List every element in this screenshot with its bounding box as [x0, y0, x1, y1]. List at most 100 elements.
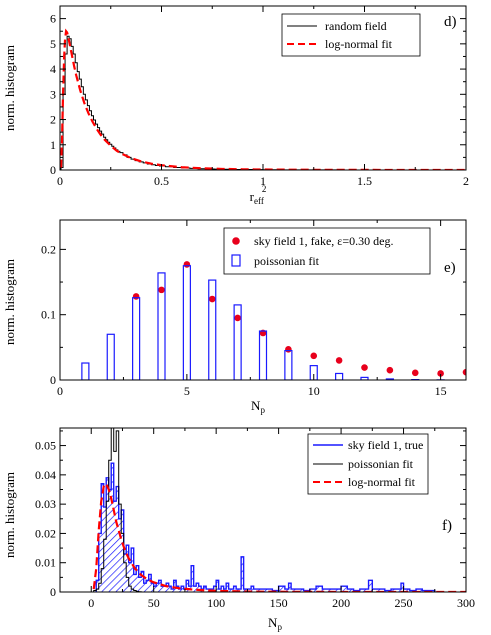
panel-e-series-0-point-2 [183, 261, 191, 268]
panel-e-series-1-bar-0 [81, 362, 90, 380]
panel-e-series-1-bar-8 [284, 350, 293, 380]
panel-d-label: d) [444, 14, 457, 30]
panel-f-legend-label-lognormal: log-normal fit [348, 475, 416, 489]
panel-e-legend-label-sky: sky field 1, fake, ε=0.30 deg. [254, 234, 393, 248]
panel-e-xtick-label-3: 15 [435, 384, 447, 398]
panel-f-xlabel-main: N [268, 615, 278, 630]
panel-f-xlabel: Np [268, 615, 282, 632]
panel-f-legend-label-sky: sky field 1, true [348, 438, 423, 452]
panel-f-frame [59, 427, 467, 593]
panel-f-plot-area: 0 50 100 150 200 250 300 0 0.01 0.02 0.03 0.04 0.05 [35, 427, 475, 610]
panel-d-ytick-label-0: 0 [50, 163, 56, 177]
panel-e-series-0-point-9 [361, 364, 368, 371]
panel-f-legend: sky field 1, true poissonian fit log-nor… [307, 433, 429, 495]
panel-f-xtick-label-5: 250 [395, 596, 413, 610]
panel-d-ytick-label-3: 3 [50, 87, 56, 101]
panel-e-series-1-bar-10 [335, 372, 344, 380]
panel-d-xlabel-main: r [250, 189, 255, 204]
panel-f-series-group [91, 428, 466, 592]
panel-d-ytick-label-6: 6 [50, 12, 56, 26]
panel-d-xtick-label-4: 2 [463, 174, 469, 188]
panel-f-series-0-step-line [95, 462, 436, 592]
panel-e-frame [59, 219, 467, 381]
panel-e-xlabel-sub: p [260, 405, 265, 415]
panel-f-ytick-label-5: 0.05 [35, 439, 56, 453]
panel-e: 0 5 10 15 0 0.1 0.2 e) norm. histogram Np sky … [2, 219, 467, 415]
panel-e-series-1-bar-1 [106, 333, 115, 380]
panel-f-ytick-label-2: 0.02 [35, 526, 56, 540]
panel-f-xtick-label-2: 100 [207, 596, 225, 610]
panel-e-series-0-point-6 [285, 346, 292, 353]
panel-e-xlabel: Np [251, 398, 265, 415]
panel-e-series-1-bar-4 [182, 265, 191, 380]
panel-e-series-1-bar-2 [132, 297, 141, 380]
panel-e-plot-area: 0 5 10 15 0 0.1 0.2 [41, 219, 467, 398]
panel-e-ytick-label-0: 0 [50, 373, 56, 387]
panel-e-label: e) [444, 260, 456, 276]
panel-f: 0 50 100 150 200 250 30000.010.020.030.040.05 … [2, 427, 475, 632]
panel-f-series-1-step-line [91, 428, 160, 592]
panel-e-series-0-point-8 [335, 357, 343, 364]
panel-e-legend-swatch-sky [232, 237, 240, 245]
panel-d-legend-label-random: random field [325, 19, 387, 33]
panel-d-xlabel-sub: eff [254, 196, 264, 206]
panel-e-series-1-bar-11 [360, 376, 369, 380]
panel-d-xtick-label-0: 0 [57, 174, 63, 188]
panel-e-series-0-point-4 [234, 314, 241, 322]
panel-e-legend-swatch-poisson [231, 254, 241, 267]
panel-d-xtick-label-2: 1 [260, 174, 266, 188]
panel-f-legend-label-poisson: poissonian fit [348, 457, 414, 471]
panel-d-ylabel: norm. histogram [2, 45, 17, 131]
panel-f-series-2-line [92, 481, 466, 592]
panel-f-ytick-label-1: 0.01 [35, 556, 56, 570]
panel-d-legend-label-lognormal: log-normal fit [325, 37, 393, 51]
panel-e-series-0-point-11 [411, 369, 419, 377]
panel-e-xtick-label-0: 0 [57, 384, 63, 398]
panel-d-ytick-label-1: 1 [50, 138, 56, 152]
panel-f-series-0-hatch-fill [96, 463, 435, 592]
panel-e-legend-box [223, 227, 431, 275]
panel-d-ytick-label-2: 2 [50, 113, 56, 127]
panel-e-series-0-point-7 [310, 352, 318, 360]
panel-f-xtick-label-3: 150 [270, 596, 288, 610]
panel-e-ylabel: norm. histogram [2, 259, 17, 345]
panel-e-series-0-point-0 [132, 293, 140, 300]
panel-d-ytick-label-5: 5 [50, 37, 56, 51]
panel-d-xtick-label-3: 1.5 [357, 174, 372, 188]
panel-d-series-1-line [60, 28, 466, 170]
panel-f-ytick-label-3: 0.03 [35, 497, 56, 511]
panel-e-series-1-bar-5 [208, 279, 217, 380]
panel-e-legend: sky field 1, fake, ε=0.30 deg. poissonia… [223, 227, 431, 275]
panel-f-ylabel: norm. histogram [2, 472, 17, 558]
panel-d-legend: random field log-normal fit [281, 13, 421, 57]
panel-e-ytick-label-2: 0.2 [41, 242, 56, 256]
panel-d-xlabel: reff 2 [250, 184, 267, 206]
panel-f-ytick-label-0: 0 [50, 585, 56, 599]
panel-d-xlabel-sup: 2 [262, 184, 267, 194]
panel-f-xtick-label-1: 50 [148, 596, 160, 610]
panel-e-series-1-bar-12 [385, 378, 394, 380]
panel-e-series-1-bar-7 [258, 330, 268, 380]
panel-f-label: f) [442, 518, 452, 534]
panel-f-xtick-label-6: 300 [457, 596, 475, 610]
panel-e-series-group [81, 261, 466, 380]
panel-d-ytick-label-4: 4 [50, 62, 56, 76]
panel-e-series-0-point-1 [158, 286, 165, 294]
panel-f-xlabel-sub: p [277, 622, 282, 632]
panel-e-series-0-point-10 [386, 366, 394, 374]
panel-e-series-0-point-13 [462, 368, 466, 376]
panel-e-xtick-label-1: 5 [184, 384, 190, 398]
panel-d-xtick-label-1: 0.5 [154, 174, 169, 188]
panel-f-ytick-label-4: 0.04 [35, 468, 56, 482]
panel-e-legend-label-poisson: poissonian fit [254, 254, 320, 268]
panel-e-series-0-point-3 [208, 295, 216, 303]
panel-e-series-1-bar-9 [309, 365, 318, 380]
panel-f-xtick-label-4: 200 [332, 596, 350, 610]
panel-d-plot-area: 0 0.5 1 1.5 2 0 1 2 3 4 5 6 [50, 5, 469, 188]
panel-e-xlabel-main: N [251, 398, 261, 413]
panel-f-xtick-label-0: 0 [88, 596, 94, 610]
panel-e-xtick-label-2: 10 [308, 384, 320, 398]
panel-d-legend-box [281, 13, 421, 57]
